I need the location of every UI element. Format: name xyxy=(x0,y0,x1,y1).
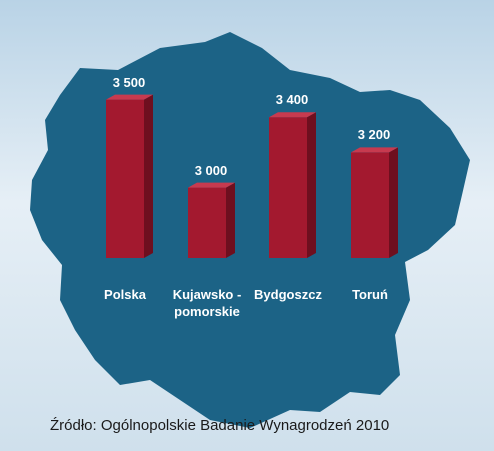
bar-side xyxy=(307,112,316,258)
bar-front xyxy=(106,99,144,258)
map-shape xyxy=(30,32,470,428)
bar-side xyxy=(226,182,235,258)
bar-side xyxy=(144,94,153,258)
source-note: Źródło: Ogólnopolskie Badanie Wynagrodze… xyxy=(50,417,390,434)
bar-front xyxy=(351,152,389,258)
bar-side xyxy=(389,147,398,258)
bar-top xyxy=(188,182,235,188)
bar xyxy=(188,182,235,258)
value-label: 3 200 xyxy=(357,127,391,143)
bar-front xyxy=(269,117,307,258)
bar xyxy=(351,147,398,258)
value-label: 3 500 xyxy=(112,74,146,90)
bar-top xyxy=(351,147,398,153)
bar-top xyxy=(269,112,316,118)
bar xyxy=(269,112,316,258)
x-tick-label: Toruń xyxy=(352,287,388,302)
x-tick-label: Bydgoszcz xyxy=(254,287,322,302)
bar xyxy=(106,94,153,258)
bar-front xyxy=(188,187,226,258)
bar-top xyxy=(106,94,153,100)
x-tick-label: Polska xyxy=(104,287,146,302)
value-label: 3 000 xyxy=(194,162,228,178)
x-tick-label: Kujawsko -pomorskie xyxy=(172,287,242,319)
value-label: 3 400 xyxy=(275,92,309,108)
